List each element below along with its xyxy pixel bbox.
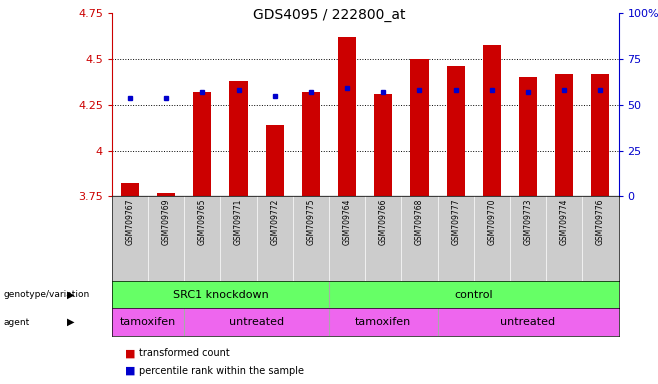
Bar [193, 92, 211, 196]
Text: GSM709773: GSM709773 [524, 199, 532, 245]
Text: GSM709769: GSM709769 [162, 199, 170, 245]
Text: GSM709777: GSM709777 [451, 199, 460, 245]
Text: agent: agent [3, 318, 30, 327]
Text: GSM709772: GSM709772 [270, 199, 279, 245]
Text: GSM709770: GSM709770 [488, 199, 496, 245]
Text: ▶: ▶ [67, 317, 75, 327]
Bar [483, 45, 501, 196]
Bar [266, 125, 284, 196]
Bar [519, 78, 537, 196]
Text: genotype/variation: genotype/variation [3, 290, 89, 299]
Text: ▶: ▶ [67, 290, 75, 300]
Text: untreated: untreated [501, 317, 555, 327]
Text: GDS4095 / 222800_at: GDS4095 / 222800_at [253, 8, 405, 22]
Bar [157, 192, 175, 196]
Text: tamoxifen: tamoxifen [120, 317, 176, 327]
Bar [374, 94, 392, 196]
Text: GSM709764: GSM709764 [343, 199, 351, 245]
Text: GSM709771: GSM709771 [234, 199, 243, 245]
Bar [230, 81, 247, 196]
Text: GSM709775: GSM709775 [307, 199, 315, 245]
Bar [302, 92, 320, 196]
Bar [592, 74, 609, 196]
Text: tamoxifen: tamoxifen [355, 317, 411, 327]
Text: GSM709774: GSM709774 [560, 199, 569, 245]
Text: SRC1 knockdown: SRC1 knockdown [172, 290, 268, 300]
Bar [121, 184, 139, 196]
Text: GSM709766: GSM709766 [379, 199, 388, 245]
Text: GSM709767: GSM709767 [126, 199, 134, 245]
Text: untreated: untreated [229, 317, 284, 327]
Text: control: control [455, 290, 493, 300]
Text: GSM709776: GSM709776 [596, 199, 605, 245]
Text: percentile rank within the sample: percentile rank within the sample [139, 366, 305, 376]
Text: ■: ■ [125, 348, 136, 358]
Text: GSM709768: GSM709768 [415, 199, 424, 245]
Bar [338, 37, 356, 196]
Text: transformed count: transformed count [139, 348, 230, 358]
Text: ■: ■ [125, 366, 136, 376]
Bar [411, 59, 428, 196]
Text: GSM709765: GSM709765 [198, 199, 207, 245]
Bar [555, 74, 573, 196]
Bar [447, 66, 465, 196]
